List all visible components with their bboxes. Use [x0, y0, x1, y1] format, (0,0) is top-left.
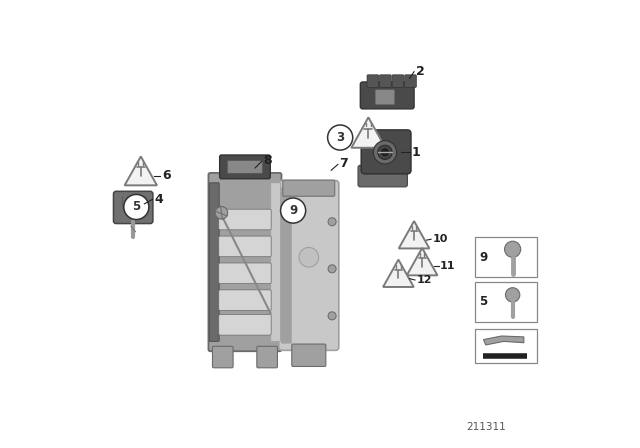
- Text: 2: 2: [416, 65, 424, 78]
- Polygon shape: [383, 259, 413, 287]
- FancyBboxPatch shape: [219, 263, 271, 284]
- Text: 12: 12: [417, 276, 432, 285]
- FancyBboxPatch shape: [257, 346, 278, 368]
- FancyBboxPatch shape: [219, 290, 271, 310]
- Text: 5: 5: [132, 200, 140, 214]
- Text: 8: 8: [264, 154, 272, 168]
- Circle shape: [328, 265, 336, 273]
- FancyBboxPatch shape: [392, 75, 404, 87]
- Bar: [475, 237, 538, 277]
- FancyBboxPatch shape: [227, 160, 262, 173]
- Text: 9: 9: [479, 250, 487, 264]
- Bar: [475, 282, 538, 322]
- Circle shape: [215, 207, 228, 219]
- Circle shape: [299, 247, 319, 267]
- FancyBboxPatch shape: [358, 165, 407, 187]
- FancyBboxPatch shape: [283, 180, 335, 196]
- Circle shape: [328, 218, 336, 226]
- Text: 10: 10: [433, 234, 448, 244]
- Circle shape: [328, 125, 353, 150]
- FancyBboxPatch shape: [220, 155, 270, 179]
- Circle shape: [373, 141, 397, 164]
- FancyBboxPatch shape: [219, 236, 271, 257]
- FancyBboxPatch shape: [219, 314, 271, 335]
- Circle shape: [504, 241, 521, 257]
- Text: 6: 6: [162, 169, 170, 182]
- Circle shape: [124, 194, 149, 220]
- FancyBboxPatch shape: [361, 130, 411, 174]
- Circle shape: [280, 198, 306, 223]
- Text: 4: 4: [154, 193, 163, 206]
- FancyBboxPatch shape: [380, 75, 391, 87]
- FancyBboxPatch shape: [209, 183, 220, 341]
- Text: 5: 5: [479, 295, 487, 309]
- Text: 1: 1: [412, 146, 420, 159]
- Text: 211311: 211311: [466, 422, 506, 432]
- FancyBboxPatch shape: [279, 181, 339, 350]
- Text: 7: 7: [339, 157, 348, 171]
- Bar: [475, 329, 538, 363]
- Circle shape: [378, 145, 392, 159]
- Circle shape: [381, 149, 388, 156]
- FancyBboxPatch shape: [292, 344, 326, 366]
- Circle shape: [506, 288, 520, 302]
- FancyBboxPatch shape: [212, 346, 233, 368]
- Text: 3: 3: [336, 131, 344, 144]
- FancyBboxPatch shape: [281, 187, 292, 344]
- FancyBboxPatch shape: [219, 209, 271, 230]
- Circle shape: [328, 312, 336, 320]
- FancyBboxPatch shape: [209, 173, 282, 351]
- Text: 11: 11: [440, 261, 456, 271]
- Polygon shape: [125, 156, 157, 185]
- Polygon shape: [484, 336, 524, 345]
- Polygon shape: [351, 117, 385, 148]
- Polygon shape: [407, 248, 438, 276]
- Text: 9: 9: [289, 204, 297, 217]
- FancyBboxPatch shape: [404, 75, 417, 87]
- FancyBboxPatch shape: [367, 75, 379, 87]
- FancyBboxPatch shape: [375, 90, 395, 105]
- FancyBboxPatch shape: [360, 82, 414, 109]
- FancyBboxPatch shape: [113, 191, 153, 224]
- Polygon shape: [399, 221, 429, 249]
- FancyBboxPatch shape: [271, 183, 280, 341]
